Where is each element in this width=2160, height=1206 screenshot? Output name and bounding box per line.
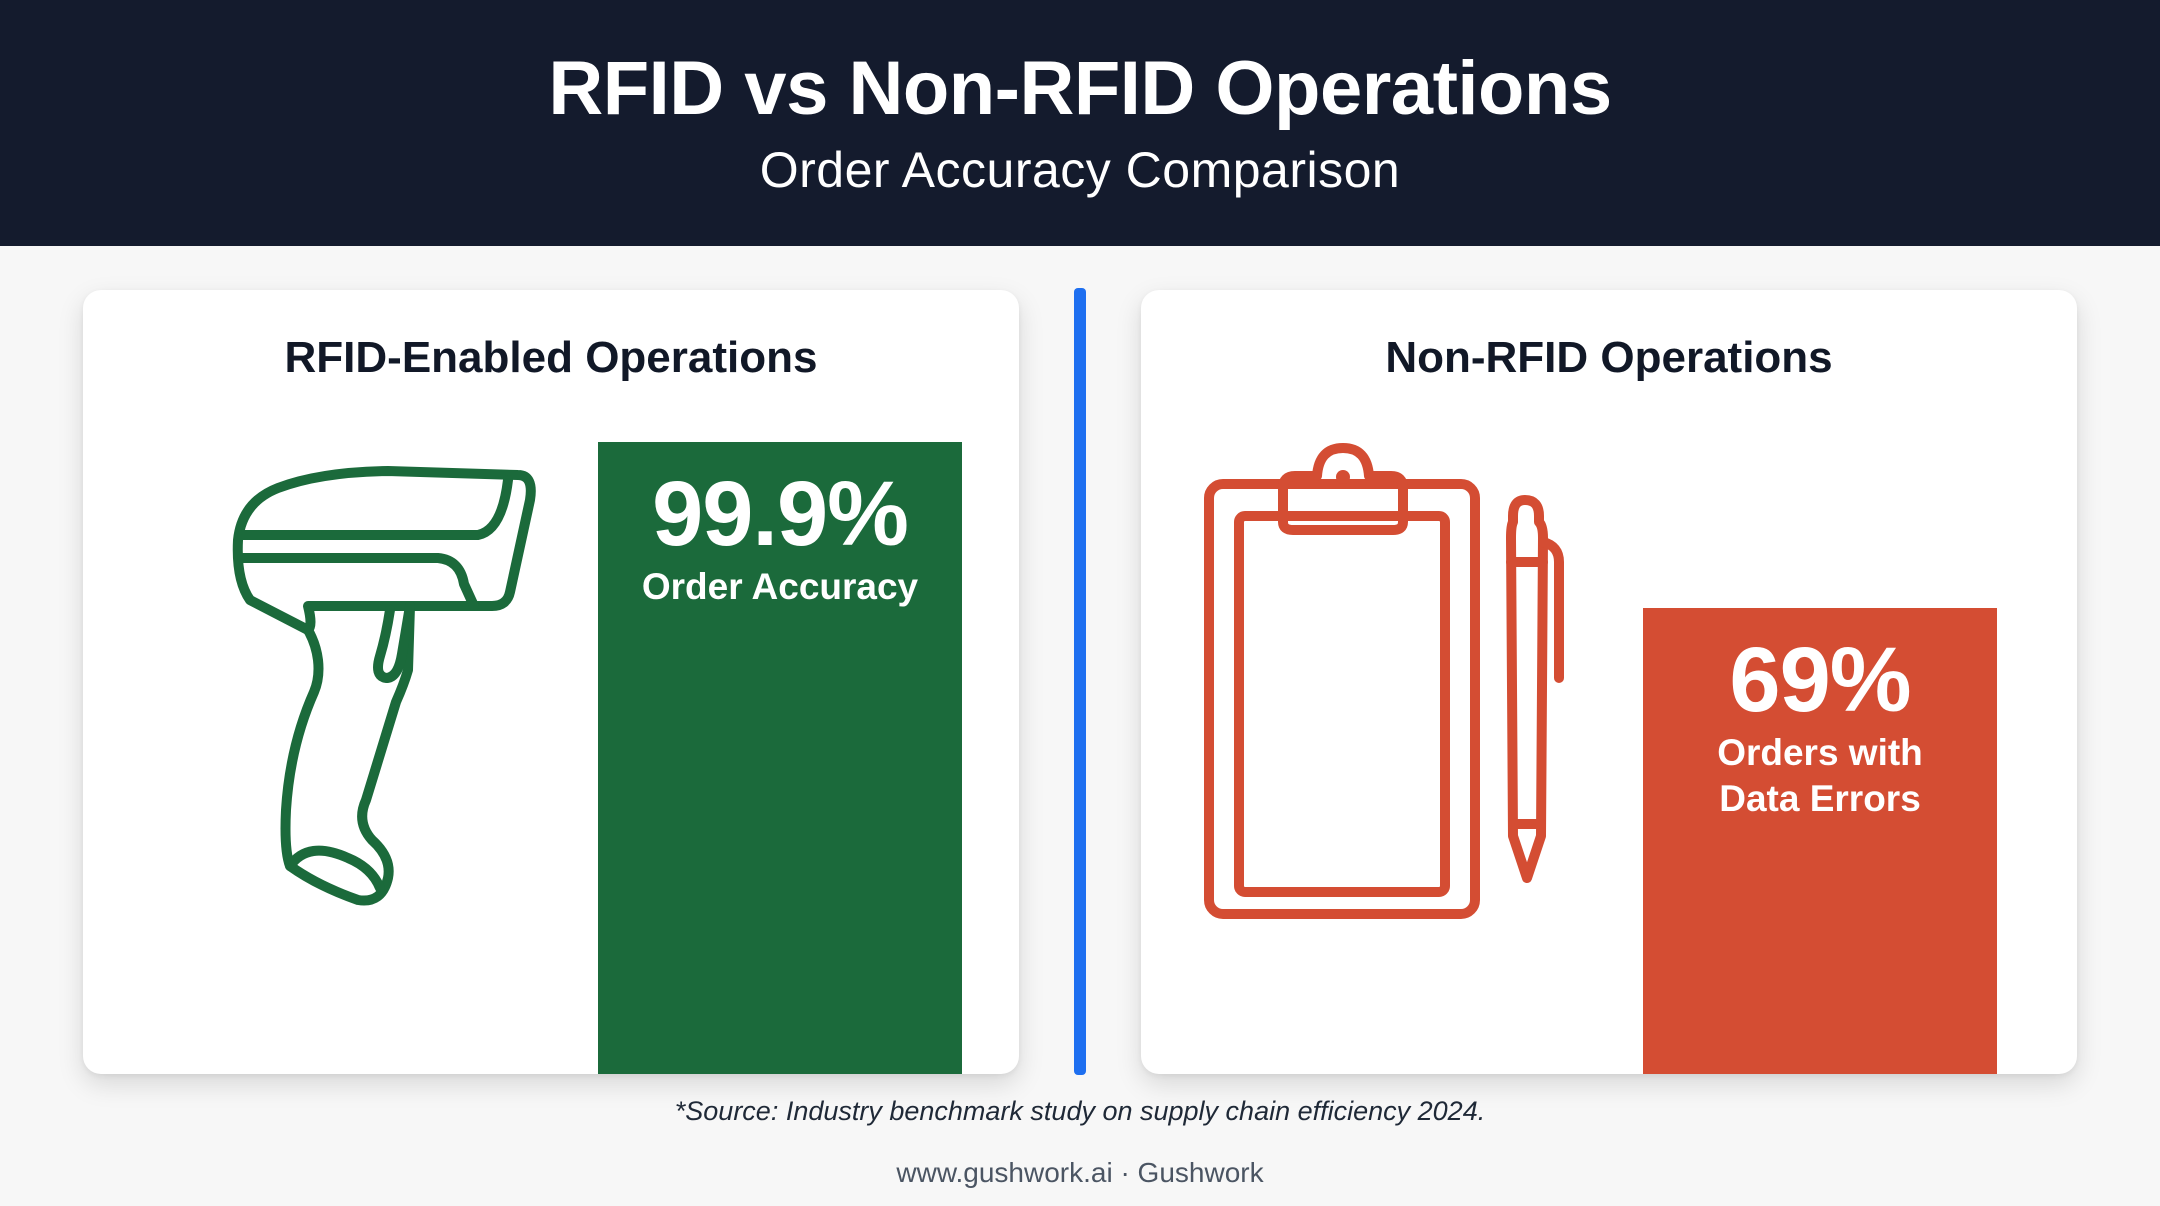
non-rfid-card: Non-RFID Operations 69% Orders with Data…: [1141, 290, 2077, 1074]
non-rfid-errors-value: 69%: [1729, 629, 1911, 731]
rfid-accuracy-value: 99.9%: [652, 463, 909, 565]
non-rfid-card-title: Non-RFID Operations: [1385, 333, 1833, 382]
barcode-scanner-icon: [232, 466, 536, 906]
footer-credit: www.gushwork.ai · Gushwork: [896, 1157, 1264, 1188]
rfid-card-title: RFID-Enabled Operations: [284, 333, 818, 382]
page-subtitle: Order Accuracy Comparison: [759, 142, 1401, 198]
source-note: *Source: Industry benchmark study on sup…: [674, 1096, 1486, 1126]
non-rfid-errors-label-line2: Data Errors: [1719, 778, 1921, 819]
rfid-accuracy-label: Order Accuracy: [641, 566, 919, 607]
rfid-card: RFID-Enabled Operations 99.9% Order Accu…: [83, 290, 1019, 1074]
non-rfid-errors-bar: 69% Orders with Data Errors: [1643, 608, 1997, 1074]
clipboard-pen-icon: [1204, 443, 1564, 919]
non-rfid-errors-label-line1: Orders with: [1717, 732, 1923, 773]
header-banner: RFID vs Non-RFID Operations Order Accura…: [0, 0, 2160, 246]
page-title: RFID vs Non-RFID Operations: [548, 46, 1612, 131]
rfid-accuracy-bar: 99.9% Order Accuracy: [598, 442, 962, 1074]
center-divider: [1074, 288, 1086, 1075]
